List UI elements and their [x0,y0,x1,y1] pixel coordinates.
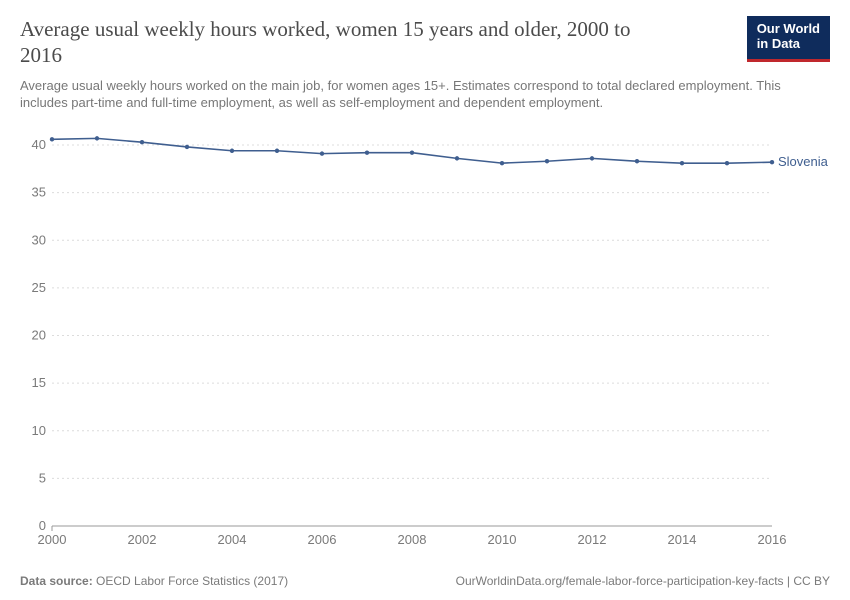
series-marker [410,150,414,154]
series-marker [635,159,639,163]
x-tick-label: 2002 [128,532,157,546]
x-tick-label: 2006 [308,532,337,546]
y-tick-label: 25 [32,279,46,294]
series-marker [500,161,504,165]
chart-title: Average usual weekly hours worked, women… [20,16,660,69]
logo-line1: Our World [757,21,820,36]
x-tick-label: 2014 [668,532,697,546]
y-tick-label: 40 [32,137,46,152]
series-marker [275,148,279,152]
series-marker [50,137,54,141]
owid-logo: Our World in Data [747,16,830,62]
chart-subtitle: Average usual weekly hours worked on the… [20,77,820,112]
y-tick-label: 15 [32,375,46,390]
credit-text: OurWorldinData.org/female-labor-force-pa… [456,574,830,588]
x-tick-label: 2010 [488,532,517,546]
series-label: Slovenia [778,154,829,169]
series-marker [140,140,144,144]
y-tick-label: 20 [32,327,46,342]
series-marker [770,160,774,164]
datasource-label: Data source: [20,574,93,588]
x-tick-label: 2004 [218,532,247,546]
series-marker [545,159,549,163]
y-tick-label: 10 [32,422,46,437]
x-tick-label: 2012 [578,532,607,546]
series-marker [185,144,189,148]
x-tick-label: 2016 [758,532,787,546]
series-marker [320,151,324,155]
series-marker [230,148,234,152]
series-marker [455,156,459,160]
datasource-value: OECD Labor Force Statistics (2017) [96,574,288,588]
x-tick-label: 2000 [38,532,67,546]
y-tick-label: 30 [32,232,46,247]
chart-canvas: 0 5 10 15 20 25 30 35 40 2000 2002 2004 2006 2008 2010… [20,126,830,568]
logo-line2: in Data [757,36,800,51]
datasource: Data source: OECD Labor Force Statistics… [20,574,288,588]
series-marker [680,161,684,165]
x-tick-label: 2008 [398,532,427,546]
series-marker [725,161,729,165]
y-tick-label: 5 [39,470,46,485]
chart-footer: Data source: OECD Labor Force Statistics… [20,574,830,588]
y-tick-label: 0 [39,518,46,533]
y-tick-label: 35 [32,184,46,199]
series-marker [590,156,594,160]
series-marker [365,150,369,154]
series-marker [95,136,99,140]
